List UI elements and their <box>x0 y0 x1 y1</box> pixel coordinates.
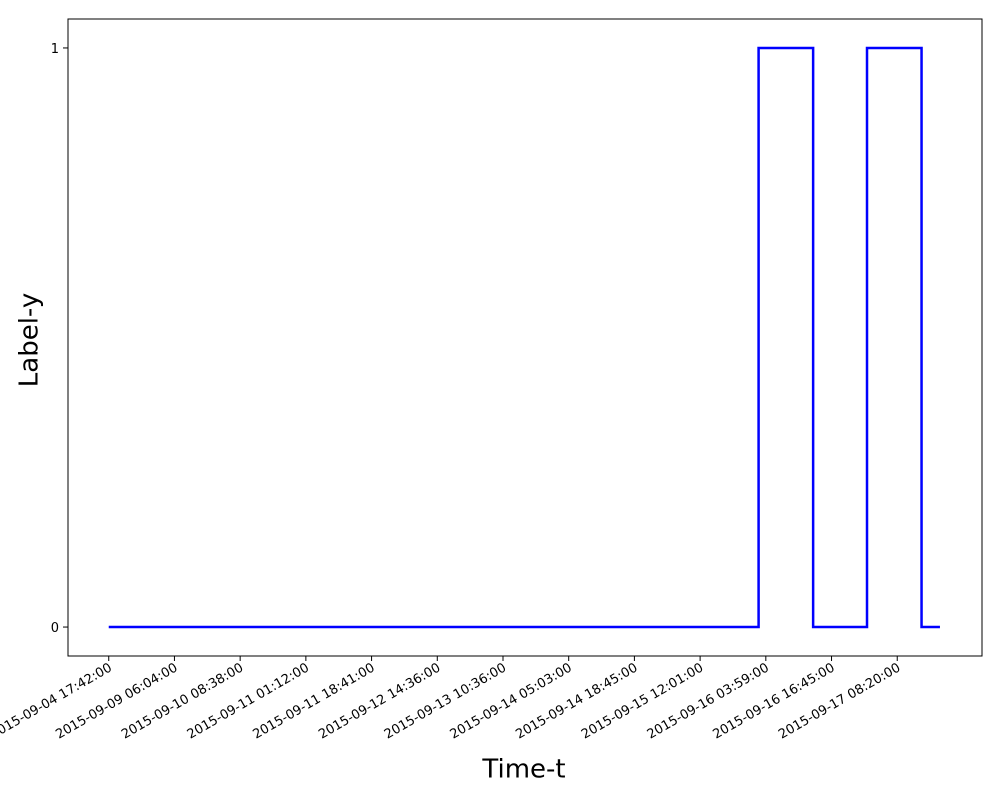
y-tick-label: 1 <box>51 42 59 57</box>
x-tick-label: 2015-09-12 14:36:00 <box>316 660 443 742</box>
data-line <box>108 46 940 629</box>
x-tick-label: 2015-09-15 12:01:00 <box>579 660 706 742</box>
x-tick-label: 2015-09-14 18:45:00 <box>513 660 640 742</box>
x-tick-label: 2015-09-16 03:59:00 <box>645 660 772 742</box>
x-tick-label: 2015-09-09 06:04:00 <box>53 660 180 742</box>
plot-frame <box>67 18 983 657</box>
x-tick-label: 2015-09-11 01:12:00 <box>185 660 312 742</box>
y-tick-label: 0 <box>51 621 59 636</box>
x-tick-label: 2015-09-14 05:03:00 <box>448 660 575 742</box>
x-tick-label: 2015-09-10 08:38:00 <box>119 660 246 742</box>
x-tick-label: 2015-09-17 08:20:00 <box>776 660 903 742</box>
x-tick-label: 2015-09-11 18:41:00 <box>250 660 377 742</box>
x-axis-label: Time-t <box>481 755 565 785</box>
x-tick-label: 2015-09-16 16:45:00 <box>710 660 837 742</box>
x-tick-label: 2015-09-13 10:36:00 <box>382 660 509 742</box>
y-axis-label: Label-y <box>15 293 45 387</box>
